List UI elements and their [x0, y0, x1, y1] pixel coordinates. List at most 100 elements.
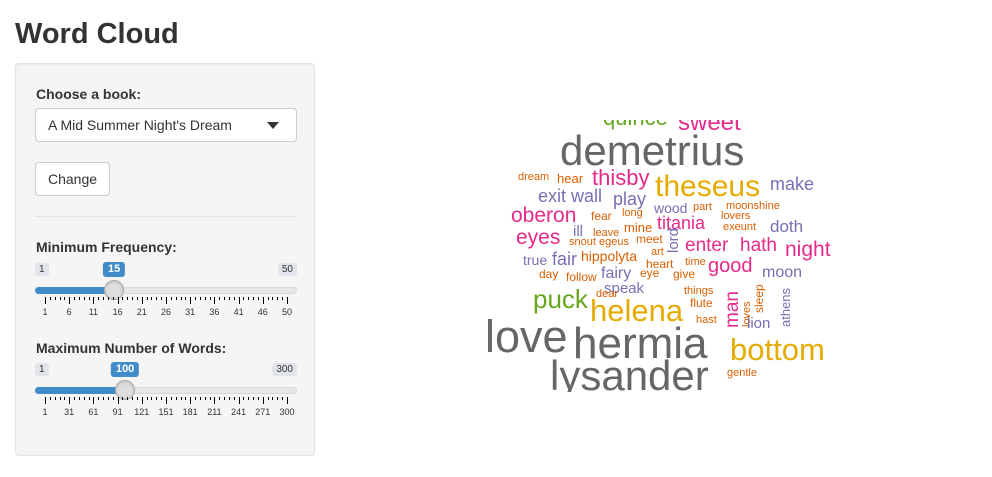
- slider-major-tick: [45, 297, 46, 304]
- slider-major-tick: [93, 297, 95, 304]
- cloud-word: hear: [557, 171, 584, 186]
- slider-major-tick: [69, 397, 71, 404]
- slider-minor-tick: [78, 297, 80, 300]
- cloud-word: day: [539, 267, 558, 281]
- slider-minor-tick: [180, 397, 182, 400]
- slider-minor-tick: [248, 297, 250, 300]
- slider-minor-tick: [136, 397, 138, 400]
- cloud-word: things: [684, 285, 714, 297]
- slider-minor-tick: [195, 397, 197, 400]
- cloud-word: sweet: [678, 109, 741, 136]
- slider-minor-tick: [161, 297, 163, 300]
- book-select[interactable]: A Mid Summer Night's Dream: [35, 108, 297, 142]
- slider-minor-tick: [54, 297, 56, 300]
- cloud-word: fair: [552, 249, 577, 269]
- slider-handle[interactable]: [104, 280, 125, 300]
- cloud-word: hippolyta: [581, 248, 637, 264]
- slider-tick-label: 121: [134, 407, 150, 417]
- cloud-word: lysander: [550, 352, 709, 399]
- slider-minor-tick: [180, 297, 182, 300]
- slider-major-tick: [117, 397, 119, 404]
- cloud-word: titania: [657, 213, 706, 233]
- cloud-word: moonshine: [726, 200, 780, 212]
- slider-minor-tick: [277, 397, 279, 400]
- slider-minor-tick: [219, 397, 221, 400]
- slider-minor-tick: [209, 297, 211, 300]
- slider-minor-tick: [136, 297, 138, 300]
- cloud-word: leave: [593, 227, 619, 239]
- slider-minor-tick: [112, 397, 114, 400]
- slider-minor-tick: [267, 297, 269, 300]
- cloud-word: true: [523, 252, 547, 268]
- slider-tick-label: 300: [279, 407, 295, 417]
- cloud-word: egeus: [599, 236, 629, 248]
- slider-major-tick: [287, 297, 288, 304]
- cloud-word: eyes: [516, 226, 560, 249]
- cloud-word: lion: [747, 315, 770, 332]
- cloud-word: hermia: [573, 319, 708, 368]
- slider-minor-tick: [233, 297, 235, 300]
- cloud-word: wood: [653, 200, 687, 216]
- min-frequency-label: Minimum Frequency:: [36, 239, 177, 255]
- slider-major-tick: [166, 297, 167, 304]
- slider-tick-label: 46: [257, 307, 268, 317]
- slider-minor-tick: [88, 397, 90, 400]
- slider-minor-tick: [49, 297, 51, 300]
- slider-major-tick: [141, 297, 143, 304]
- cloud-word: exit: [538, 186, 566, 206]
- slider-tick-label: 6: [66, 307, 72, 317]
- slider-minor-tick: [132, 397, 134, 400]
- cloud-word: love: [485, 311, 568, 362]
- slider-minor-tick: [204, 397, 206, 400]
- slider-minor-tick: [272, 397, 274, 400]
- cloud-word: play: [613, 189, 646, 209]
- slider-minor-tick: [88, 297, 90, 300]
- slider-value-label: 15: [103, 262, 126, 277]
- slider-minor-tick: [219, 297, 221, 300]
- cloud-word: meet: [636, 232, 663, 246]
- slider-tick-label: 211: [207, 407, 222, 417]
- slider-minor-tick: [224, 397, 226, 400]
- slider-minor-tick: [253, 397, 255, 400]
- cloud-word: hast: [696, 314, 717, 326]
- sidebar-panel: Choose a book: A Mid Summer Night's Drea…: [15, 63, 315, 456]
- change-button[interactable]: Change: [35, 162, 110, 196]
- slider-minor-tick: [199, 397, 201, 400]
- slider-minor-tick: [127, 297, 129, 300]
- slider-minor-tick: [257, 297, 259, 300]
- cloud-word: athens: [778, 287, 793, 327]
- cloud-word: night: [785, 238, 831, 261]
- cloud-word: lord: [665, 228, 682, 253]
- slider-minor-tick: [272, 297, 274, 300]
- slider-minor-tick: [257, 397, 259, 400]
- cloud-word: doth: [770, 217, 803, 236]
- cloud-word: helena: [590, 293, 684, 328]
- cloud-word: eye: [640, 266, 660, 280]
- max-words-slider[interactable]: 1 300 100 1 31 61 91 121 151 181 211 241 271 300: [35, 362, 297, 423]
- slider-major-tick: [45, 397, 46, 404]
- cloud-word: dream: [518, 171, 549, 183]
- min-frequency-slider[interactable]: 1 50 15 1 6 11 16 21 26 31 36 41 46 50: [35, 262, 297, 323]
- page-title: Word Cloud: [15, 18, 179, 50]
- slider-minor-tick: [151, 397, 153, 400]
- slider-minor-tick: [156, 297, 158, 300]
- chevron-down-icon: [267, 122, 279, 129]
- divider: [35, 216, 297, 217]
- slider-minor-tick: [185, 397, 187, 400]
- slider-minor-tick: [175, 297, 177, 300]
- slider-minor-tick: [282, 297, 284, 300]
- slider-major-tick: [141, 397, 143, 404]
- slider-tick-label: 26: [160, 307, 172, 317]
- slider-minor-tick: [277, 297, 279, 300]
- cloud-word: make: [770, 174, 814, 194]
- slider-handle[interactable]: [115, 380, 136, 400]
- cloud-word: give: [673, 267, 695, 281]
- slider-minor-tick: [161, 397, 163, 400]
- cloud-word: gentle: [727, 367, 757, 379]
- slider-minor-tick: [98, 397, 100, 400]
- slider-minor-tick: [146, 397, 148, 400]
- slider-tick-label: 31: [64, 407, 75, 417]
- cloud-word: bottom: [730, 332, 825, 367]
- slider-minor-tick: [199, 297, 201, 300]
- slider-max-label: 300: [272, 363, 297, 376]
